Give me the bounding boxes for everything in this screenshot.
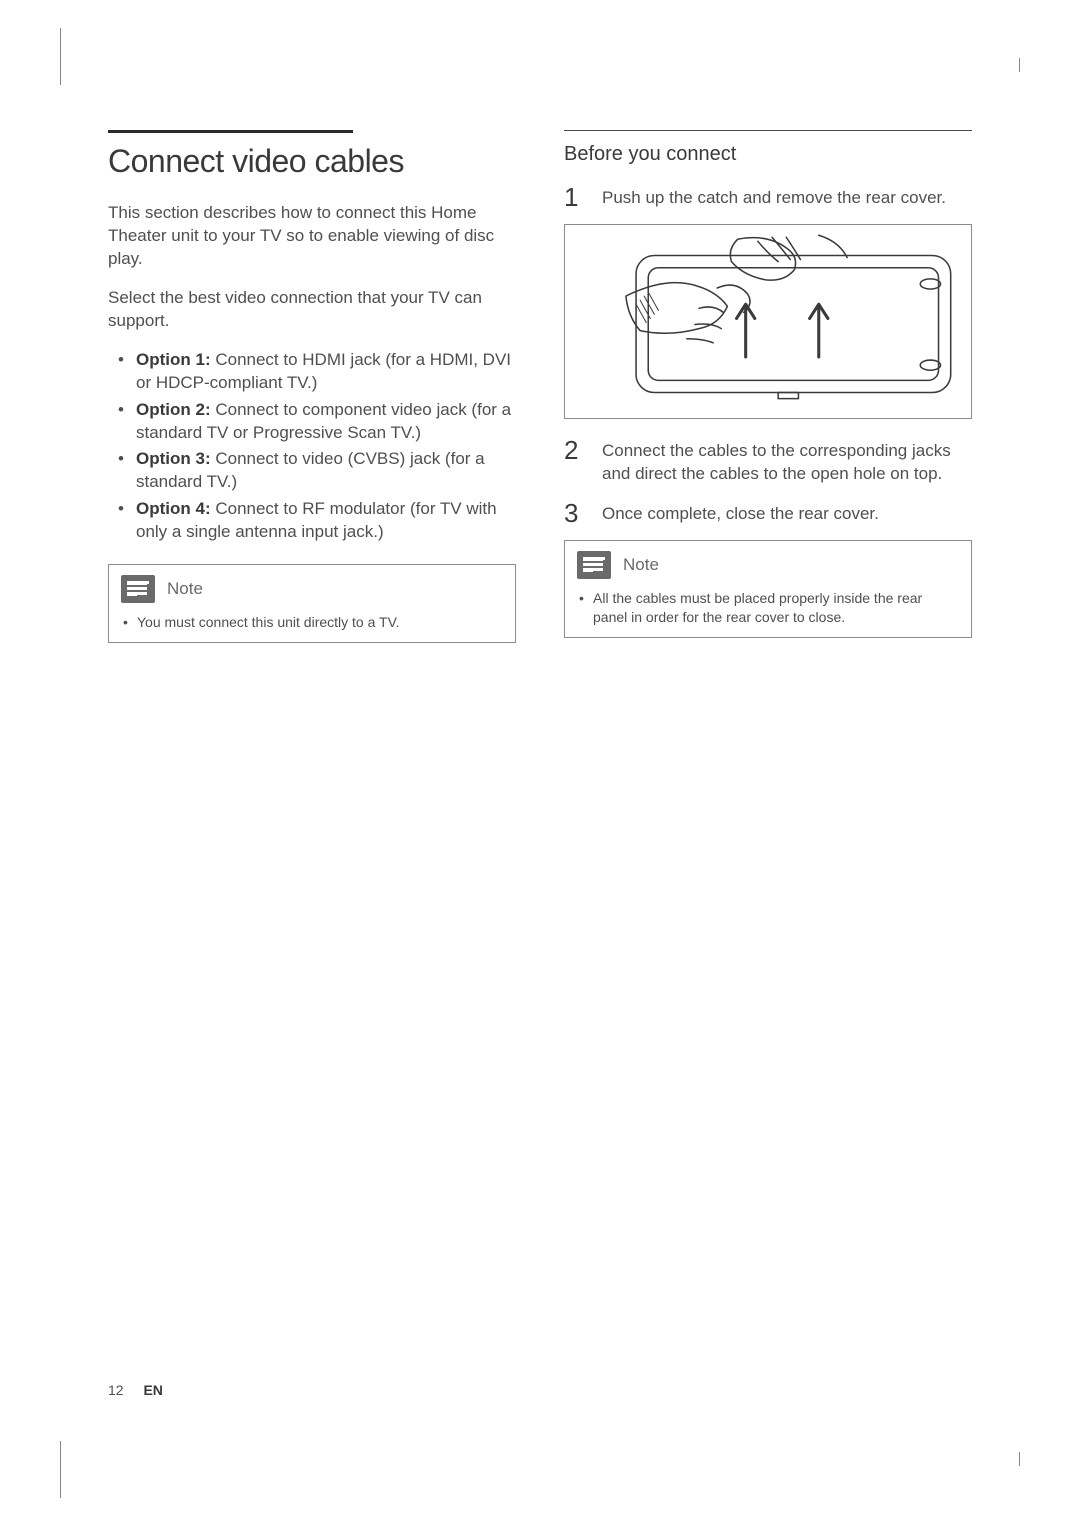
option-label: Option 3: bbox=[136, 449, 211, 468]
rear-cover-diagram bbox=[564, 224, 972, 419]
note-label: Note bbox=[167, 579, 203, 599]
steps-list-cont: 2 Connect the cables to the correspondin… bbox=[564, 437, 972, 526]
note-box: Note You must connect this unit directly… bbox=[108, 564, 516, 643]
crop-mark-top-left bbox=[60, 40, 105, 85]
section-heading: Connect video cables bbox=[108, 143, 516, 180]
page-content: Connect video cables This section descri… bbox=[108, 130, 972, 643]
step-text: Push up the catch and remove the rear co… bbox=[602, 184, 946, 210]
step-text: Connect the cables to the corresponding … bbox=[602, 437, 972, 486]
select-paragraph: Select the best video connection that yo… bbox=[108, 287, 516, 333]
right-column: Before you connect 1 Push up the catch a… bbox=[564, 130, 972, 643]
note-item: All the cables must be placed properly i… bbox=[593, 589, 959, 627]
page-number: 12 bbox=[108, 1382, 124, 1398]
step-item: 2 Connect the cables to the correspondin… bbox=[564, 437, 972, 486]
intro-paragraph: This section describes how to connect th… bbox=[108, 202, 516, 271]
note-box: Note All the cables must be placed prope… bbox=[564, 540, 972, 638]
step-number: 1 bbox=[564, 184, 584, 210]
note-label: Note bbox=[623, 555, 659, 575]
option-item: Option 1: Connect to HDMI jack (for a HD… bbox=[136, 349, 516, 395]
options-list: Option 1: Connect to HDMI jack (for a HD… bbox=[108, 349, 516, 545]
page-footer: 12 EN bbox=[108, 1382, 163, 1398]
step-item: 3 Once complete, close the rear cover. bbox=[564, 500, 972, 526]
note-icon bbox=[577, 551, 611, 579]
option-label: Option 2: bbox=[136, 400, 211, 419]
column-rule bbox=[564, 130, 972, 131]
crop-mark-bottom-right bbox=[1006, 1452, 1020, 1466]
subsection-heading: Before you connect bbox=[564, 143, 972, 166]
note-list: You must connect this unit directly to a… bbox=[121, 613, 503, 632]
note-list: All the cables must be placed properly i… bbox=[577, 589, 959, 627]
heading-rule bbox=[108, 130, 353, 133]
note-item: You must connect this unit directly to a… bbox=[137, 613, 503, 632]
option-item: Option 2: Connect to component video jac… bbox=[136, 399, 516, 445]
option-label: Option 4: bbox=[136, 499, 211, 518]
left-column: Connect video cables This section descri… bbox=[108, 130, 516, 643]
step-item: 1 Push up the catch and remove the rear … bbox=[564, 184, 972, 210]
note-header: Note bbox=[577, 551, 959, 579]
note-icon bbox=[121, 575, 155, 603]
crop-mark-bottom-left bbox=[60, 1441, 105, 1486]
option-item: Option 3: Connect to video (CVBS) jack (… bbox=[136, 448, 516, 494]
steps-list: 1 Push up the catch and remove the rear … bbox=[564, 184, 972, 210]
crop-mark-top-right bbox=[1006, 58, 1020, 72]
option-item: Option 4: Connect to RF modulator (for T… bbox=[136, 498, 516, 544]
step-text: Once complete, close the rear cover. bbox=[602, 500, 879, 526]
note-header: Note bbox=[121, 575, 503, 603]
step-number: 2 bbox=[564, 437, 584, 486]
step-number: 3 bbox=[564, 500, 584, 526]
language-code: EN bbox=[143, 1382, 162, 1398]
option-label: Option 1: bbox=[136, 350, 211, 369]
